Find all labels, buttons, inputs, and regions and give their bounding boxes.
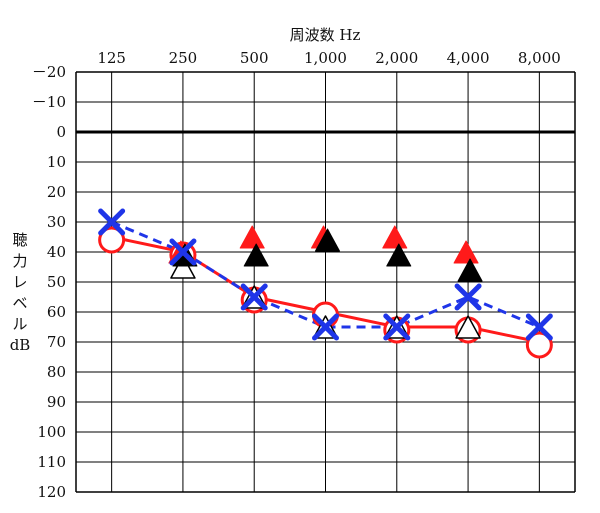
y-axis-title-part: ベ: [12, 294, 27, 312]
x-tick-label: 125: [97, 49, 126, 67]
x-tick-label: 8,000: [518, 49, 561, 67]
marker-blue-x: [383, 313, 411, 341]
marker-blue-x: [240, 283, 268, 311]
marker-blue-x-stroke: [312, 313, 339, 341]
marker-blue-x-stroke: [454, 283, 482, 311]
marker-black-triangle: [457, 258, 483, 282]
x-tick-label: 500: [240, 49, 269, 67]
y-tick-label: 30: [47, 213, 66, 231]
marker-blue-x-stroke: [383, 313, 411, 341]
y-tick-label: －10: [32, 93, 66, 111]
marker-red-triangle: [239, 225, 265, 249]
marker-red-circle: [525, 331, 553, 359]
y-tick-label: 50: [47, 273, 66, 291]
marker-blue-x: [98, 208, 126, 236]
y-tick-label: －20: [32, 63, 66, 81]
y-tick-label: 40: [47, 243, 66, 261]
y-tick-label: 10: [47, 153, 66, 171]
y-axis-title-part: ル: [12, 315, 27, 333]
x-tick-label: 2,000: [375, 49, 418, 67]
x-tick-label: 4,000: [447, 49, 490, 67]
y-tick-label: 80: [47, 363, 66, 381]
marker-blue-x-stroke: [525, 313, 553, 341]
marker-white-triangle: [455, 315, 481, 339]
x-tick-label: 1,000: [304, 49, 347, 67]
y-axis-title-part: dB: [10, 336, 31, 354]
y-axis-title-part: 聴: [12, 231, 27, 249]
y-axis-title-part: レ: [12, 273, 27, 291]
marker-black-triangle: [315, 228, 340, 252]
y-tick-label: 120: [37, 483, 66, 501]
marker-white-triangle: [170, 255, 196, 279]
y-tick-labels: －20 －10 0 10 20 30 40 50 60 70 80 90 100 110 120: [32, 63, 66, 501]
x-tick-labels: 125 250 500 1,000 2,000 4,000 8,000: [97, 49, 561, 67]
marker-red-circle: [98, 226, 126, 254]
grid: [75, 71, 576, 493]
marker-blue-x-stroke: [240, 283, 268, 311]
y-tick-label: 70: [47, 333, 66, 351]
marker-blue-x: [525, 313, 553, 341]
y-axis-title-part: 力: [12, 252, 27, 270]
marker-blue-x-stroke: [98, 208, 126, 236]
y-tick-label: 110: [37, 453, 66, 471]
y-tick-label: 60: [47, 303, 66, 321]
y-tick-label: 100: [37, 423, 66, 441]
marker-red-triangle: [382, 225, 408, 249]
plot-area: [75, 71, 576, 493]
marker-red-triangle: [453, 240, 479, 264]
y-tick-label: 0: [56, 123, 66, 141]
marker-blue-x: [169, 238, 197, 266]
x-axis-title: 周波数 Hz: [290, 26, 361, 44]
marker-blue-x-stroke: [169, 238, 197, 266]
x-tick-label: 250: [169, 49, 198, 67]
marker-blue-x: [454, 283, 482, 311]
series-markers: [98, 208, 553, 359]
marker-black-triangle: [243, 243, 269, 267]
y-tick-label: 20: [47, 183, 66, 201]
marker-blue-x: [312, 313, 339, 341]
marker-black-triangle: [386, 243, 412, 267]
y-tick-label: 90: [47, 393, 66, 411]
